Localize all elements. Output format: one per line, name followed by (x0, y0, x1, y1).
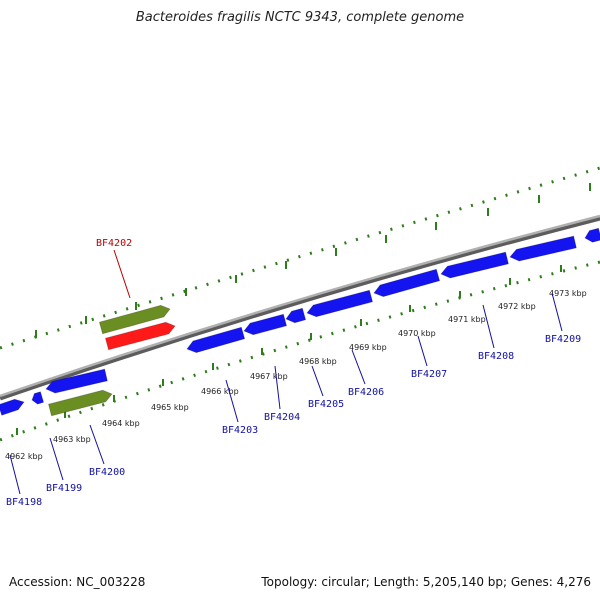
gene-feature-arrow[interactable] (440, 251, 509, 279)
gene-label[interactable]: BF4203 (222, 425, 258, 436)
backbone-shadow (0, 215, 600, 401)
gene-label[interactable]: BF4207 (411, 369, 447, 380)
tick-label: 4964 kbp (102, 419, 140, 428)
gene-feature-arrow[interactable] (48, 389, 113, 417)
gene-feature-arrow[interactable] (584, 227, 600, 243)
tick-label: 4967 kbp (250, 372, 288, 381)
map-title: Bacteroides fragilis NCTC 9343, complete… (135, 10, 465, 25)
tick-label: 4968 kbp (299, 357, 337, 366)
gene-label[interactable]: BF4206 (348, 387, 384, 398)
gene-leader-line (551, 292, 563, 332)
accession-label: Accession: NC_003228 (9, 575, 146, 589)
gene-leader-line (89, 424, 105, 465)
tick-label: 4972 kbp (498, 302, 536, 311)
feature-layer (0, 227, 600, 417)
gene-label[interactable]: BF4204 (264, 412, 300, 423)
gene-feature-arrow[interactable] (98, 304, 171, 335)
topology-label: Topology: circular; Length: 5,205,140 bp… (261, 575, 591, 589)
gene-leader-line (9, 454, 21, 495)
backbone (0, 214, 600, 398)
gene-feature-arrow[interactable] (0, 398, 25, 416)
gene-label[interactable]: BF4199 (46, 483, 82, 494)
gene-label[interactable]: BF4198 (6, 497, 42, 508)
gene-feature-arrow[interactable] (509, 235, 577, 262)
tick-label: 4971 kbp (448, 315, 486, 324)
gene-leader-line (225, 379, 239, 423)
gene-label[interactable]: BF4200 (89, 467, 125, 478)
tick-label: 4970 kbp (398, 329, 436, 338)
gene-feature-arrow[interactable] (285, 307, 307, 324)
gene-label[interactable]: BF4209 (545, 334, 581, 345)
gene-leader-line (482, 304, 495, 349)
gene-feature-arrow[interactable] (186, 326, 246, 353)
gene-feature-arrow[interactable] (104, 321, 176, 351)
gene-label[interactable]: BF4202 (96, 238, 132, 249)
gene-leader-line (417, 335, 428, 367)
gene-feature-arrow[interactable] (373, 268, 441, 298)
label-layer: BF4198 BF4199 BF4200 BF4202 BF4203 BF4204 BF42… (6, 238, 581, 508)
outer-tick-ring (0, 166, 600, 350)
gene-leader-line (113, 249, 131, 299)
tick-label: 4966 kbp (201, 387, 239, 396)
gene-feature-arrow[interactable] (31, 391, 45, 405)
gene-leader-line (311, 365, 324, 397)
gene-feature-arrow[interactable] (306, 289, 374, 318)
tick-label: 4963 kbp (53, 435, 91, 444)
gene-label[interactable]: BF4205 (308, 399, 344, 410)
gene-leader-line (351, 349, 366, 385)
tick-label: 4973 kbp (549, 289, 587, 298)
tick-label: 4969 kbp (349, 343, 387, 352)
gene-leader-line (274, 365, 281, 410)
gene-label[interactable]: BF4208 (478, 351, 514, 362)
tick-layer: 4962 kbp 4963 kbp 4964 kbp 4965 kbp 4966 kbp… (5, 183, 591, 461)
gene-feature-arrow[interactable] (243, 313, 288, 336)
gene-leader-line (49, 437, 64, 481)
tick-label: 4962 kbp (5, 452, 43, 461)
tick-label: 4965 kbp (151, 403, 189, 412)
gene-feature-arrow[interactable] (45, 368, 108, 394)
